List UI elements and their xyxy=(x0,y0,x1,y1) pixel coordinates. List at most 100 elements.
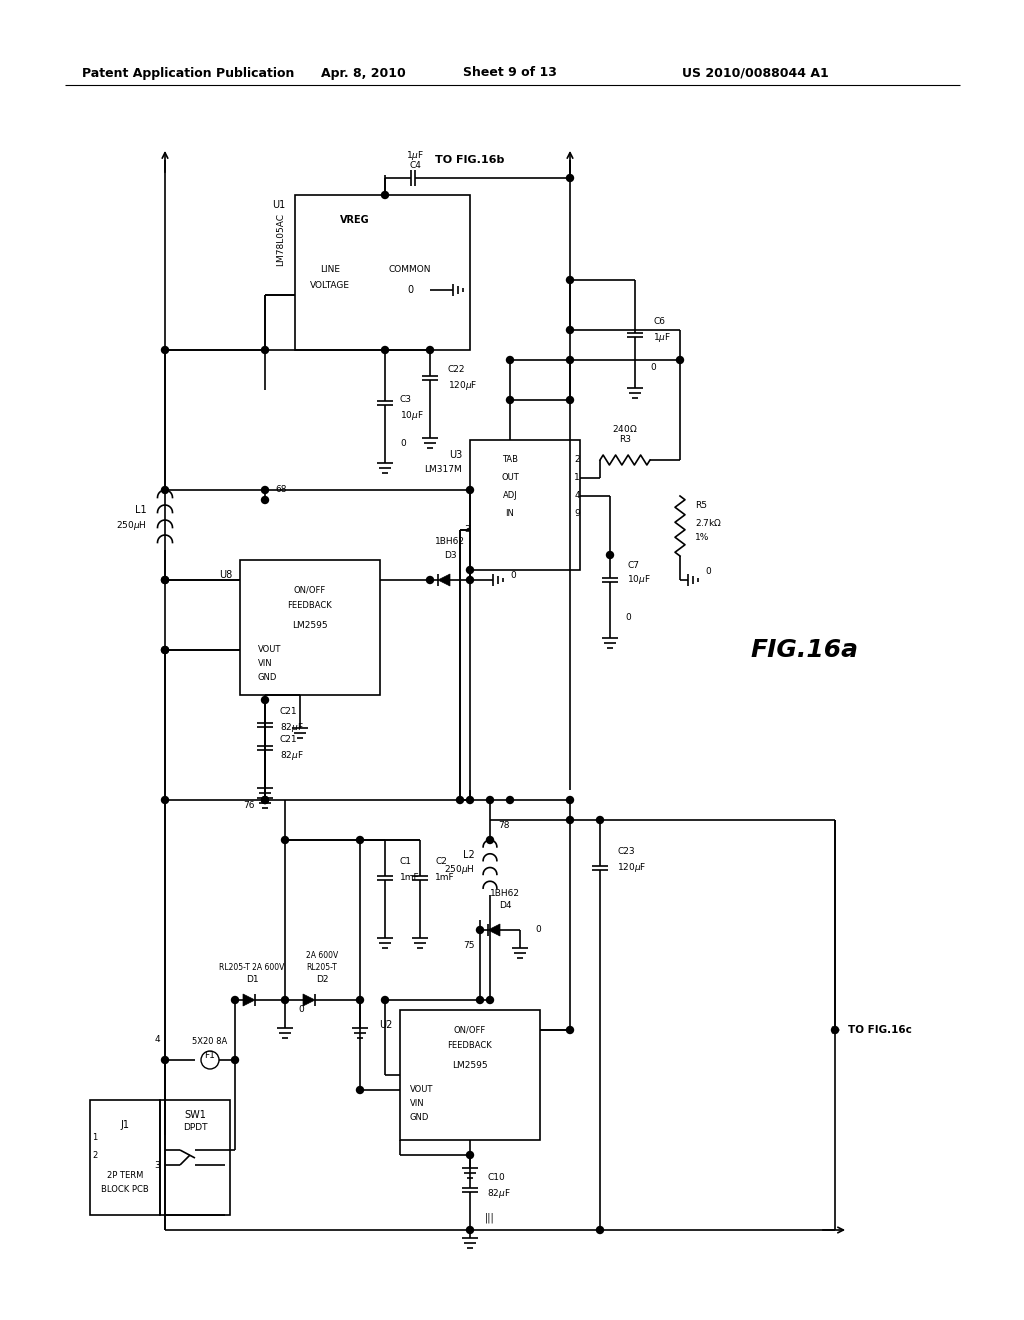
Text: TO FIG.16b: TO FIG.16b xyxy=(435,154,505,165)
Text: 0: 0 xyxy=(625,614,631,623)
Text: 1%: 1% xyxy=(695,533,710,543)
Circle shape xyxy=(597,817,603,824)
Circle shape xyxy=(566,174,573,181)
Text: 78: 78 xyxy=(498,821,510,829)
Text: L1: L1 xyxy=(135,506,147,515)
Text: C3: C3 xyxy=(400,396,412,404)
Circle shape xyxy=(356,837,364,843)
Text: GND: GND xyxy=(258,673,278,682)
Text: 3: 3 xyxy=(155,1160,160,1170)
Bar xyxy=(470,440,580,570)
Circle shape xyxy=(261,796,268,804)
Text: RL205-T: RL205-T xyxy=(306,962,337,972)
Text: C2: C2 xyxy=(435,858,446,866)
Text: 250$\mu$H: 250$\mu$H xyxy=(444,863,475,876)
Bar xyxy=(400,1010,540,1140)
Bar xyxy=(295,195,470,350)
Circle shape xyxy=(467,1151,473,1159)
Text: LM78L05AC: LM78L05AC xyxy=(276,213,285,267)
Circle shape xyxy=(231,997,239,1003)
Text: ADJ: ADJ xyxy=(503,491,517,500)
Text: TAB: TAB xyxy=(502,455,518,465)
Text: VOUT: VOUT xyxy=(410,1085,433,1094)
Text: D3: D3 xyxy=(443,550,457,560)
Text: 1mF: 1mF xyxy=(435,873,455,882)
Circle shape xyxy=(566,326,573,334)
Text: 4: 4 xyxy=(574,491,580,500)
Circle shape xyxy=(566,1027,573,1034)
Text: U2: U2 xyxy=(379,1020,392,1030)
Circle shape xyxy=(467,487,473,494)
Text: 1: 1 xyxy=(92,1134,97,1143)
Circle shape xyxy=(566,817,573,824)
Polygon shape xyxy=(303,994,315,1006)
Circle shape xyxy=(282,837,289,843)
Circle shape xyxy=(427,577,433,583)
Text: US 2010/0088044 A1: US 2010/0088044 A1 xyxy=(682,66,828,79)
Text: 250$\mu$H: 250$\mu$H xyxy=(117,519,147,532)
Text: U1: U1 xyxy=(271,201,285,210)
Text: 2A 600V: 2A 600V xyxy=(306,952,338,961)
Bar xyxy=(160,1100,230,1214)
Circle shape xyxy=(467,577,473,583)
Circle shape xyxy=(162,647,169,653)
Text: R5: R5 xyxy=(695,500,707,510)
Text: 76: 76 xyxy=(244,800,255,809)
Circle shape xyxy=(566,796,573,804)
Text: 10$\mu$F: 10$\mu$F xyxy=(627,573,651,586)
Text: L2: L2 xyxy=(463,850,475,861)
Text: Sheet 9 of 13: Sheet 9 of 13 xyxy=(463,66,557,79)
Circle shape xyxy=(507,356,513,363)
Circle shape xyxy=(566,276,573,284)
Text: 2.7k$\Omega$: 2.7k$\Omega$ xyxy=(695,516,722,528)
Circle shape xyxy=(162,577,169,583)
Text: VIN: VIN xyxy=(258,660,272,668)
Text: FIG.16a: FIG.16a xyxy=(750,638,858,663)
Text: 120$\mu$F: 120$\mu$F xyxy=(449,379,477,392)
Text: VOUT: VOUT xyxy=(258,645,282,655)
Text: C10: C10 xyxy=(487,1173,505,1183)
Circle shape xyxy=(231,1056,239,1064)
Circle shape xyxy=(162,487,169,494)
Text: C1: C1 xyxy=(400,858,412,866)
Text: 240$\Omega$: 240$\Omega$ xyxy=(612,422,638,433)
Polygon shape xyxy=(438,574,450,586)
Circle shape xyxy=(382,191,388,198)
Circle shape xyxy=(261,796,268,804)
Text: Patent Application Publication: Patent Application Publication xyxy=(82,66,294,79)
Text: 1BH62: 1BH62 xyxy=(435,537,465,546)
Text: LM2595: LM2595 xyxy=(453,1060,487,1069)
Polygon shape xyxy=(488,924,500,936)
Text: 3: 3 xyxy=(464,525,470,535)
Circle shape xyxy=(476,927,483,933)
Text: 0: 0 xyxy=(407,285,413,294)
Text: 1: 1 xyxy=(574,474,580,483)
Circle shape xyxy=(356,1086,364,1093)
Circle shape xyxy=(507,396,513,404)
Text: ON/OFF: ON/OFF xyxy=(454,1026,486,1035)
Text: 75: 75 xyxy=(464,940,475,949)
Text: 1BH62: 1BH62 xyxy=(490,888,520,898)
Text: C23: C23 xyxy=(617,847,635,857)
Text: 1$\mu$F: 1$\mu$F xyxy=(406,149,424,161)
Text: GND: GND xyxy=(410,1114,429,1122)
Text: OUT: OUT xyxy=(501,474,519,483)
Text: BLOCK PCB: BLOCK PCB xyxy=(101,1185,148,1195)
Circle shape xyxy=(261,697,268,704)
Circle shape xyxy=(467,566,473,573)
Text: FEEDBACK: FEEDBACK xyxy=(447,1040,493,1049)
Text: C4: C4 xyxy=(409,161,421,169)
Circle shape xyxy=(507,796,513,804)
Text: ON/OFF: ON/OFF xyxy=(294,586,326,594)
Text: D4: D4 xyxy=(499,900,511,909)
Circle shape xyxy=(831,1027,839,1034)
Circle shape xyxy=(382,997,388,1003)
Text: 0: 0 xyxy=(705,568,711,577)
Text: 2P TERM: 2P TERM xyxy=(106,1171,143,1180)
Text: C7: C7 xyxy=(627,561,639,569)
Circle shape xyxy=(677,356,683,363)
Text: 82$\mu$F: 82$\mu$F xyxy=(280,721,304,734)
Text: 1mF: 1mF xyxy=(400,873,420,882)
Circle shape xyxy=(476,997,483,1003)
Circle shape xyxy=(162,1056,169,1064)
